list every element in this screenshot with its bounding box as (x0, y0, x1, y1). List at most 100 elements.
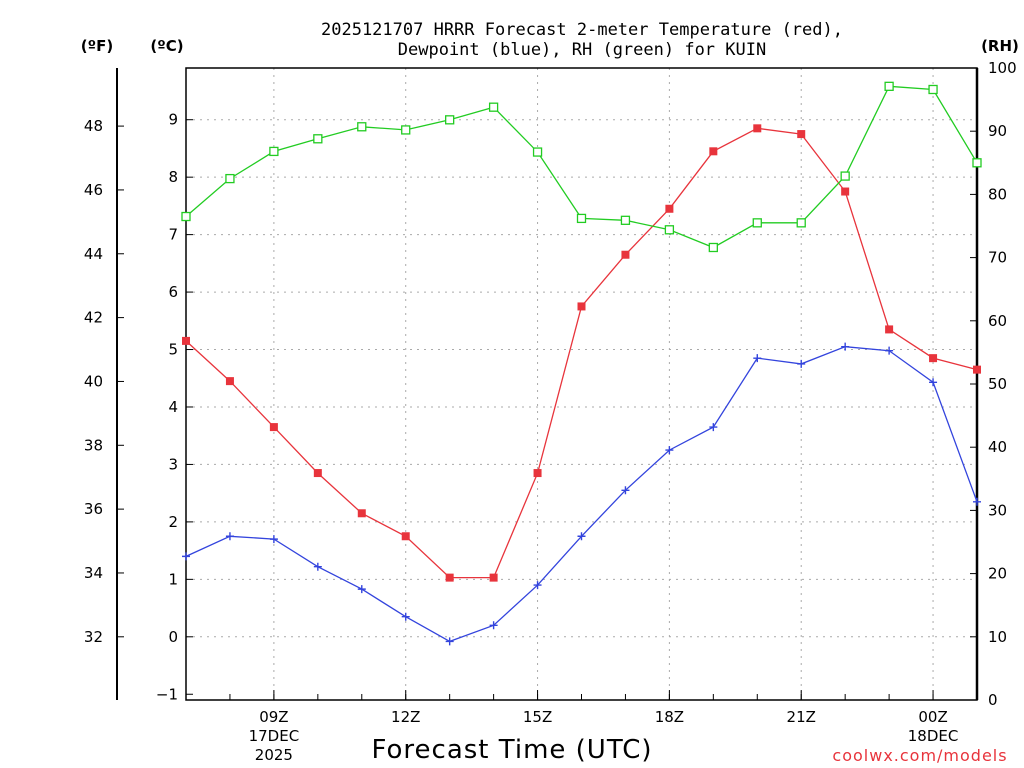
gridlines (186, 68, 977, 700)
celsius-tick-label: 7 (168, 226, 178, 244)
celsius-tick-label: 1 (168, 570, 178, 588)
x-tick-label: 18Z (655, 708, 684, 726)
temperature-point (885, 325, 894, 334)
celsius-tick-label: 2 (168, 513, 178, 531)
dewpoint-point (621, 486, 630, 495)
dewpoint-point (357, 585, 366, 594)
fahrenheit-unit-label: (ºF) (81, 37, 113, 55)
celsius-tick-label: 3 (168, 455, 178, 473)
rh-point (225, 173, 235, 184)
dewpoint-point (929, 378, 938, 387)
celsius-tick-label: 5 (168, 341, 178, 359)
x-axis-title: Forecast Time (UTC) (371, 735, 652, 765)
rh-point (752, 218, 762, 228)
rh-point (972, 158, 982, 168)
x-tick-date-label: 17DEC (249, 727, 300, 745)
fahrenheit-tick-label: 40 (84, 372, 103, 390)
fahrenheit-tick-label: 36 (84, 500, 103, 518)
celsius-unit-label: (ºC) (150, 37, 183, 55)
dewpoint-point (885, 346, 894, 355)
rh-tick-label: 70 (988, 249, 1007, 267)
chart-title-line2: Dewpoint (blue), RH (green) for KUIN (398, 40, 766, 60)
temperature-point (401, 532, 410, 541)
dewpoint-point (533, 581, 542, 590)
dewpoint-point (841, 342, 850, 351)
dewpoint-point (401, 612, 410, 621)
x-tick-date-label: 18DEC (908, 727, 959, 745)
dewpoint-point (489, 621, 498, 630)
fahrenheit-tick-label: 46 (84, 181, 103, 199)
temperature-point (357, 509, 366, 518)
temperature-point (269, 423, 278, 432)
x-tick-label: 09Z (259, 708, 288, 726)
fahrenheit-tick-label: 42 (84, 309, 103, 327)
dewpoint-point (225, 532, 234, 541)
rh-point (796, 218, 806, 228)
rh-unit-label: (RH) (981, 37, 1019, 55)
rh-point (708, 242, 718, 253)
rh-point (181, 211, 191, 222)
dewpoint-point (577, 532, 586, 541)
x-tick-year-label: 2025 (255, 746, 293, 764)
temperature-point (973, 365, 981, 374)
rh-point (401, 125, 411, 135)
dewpoint-line (185, 346, 978, 643)
rh-point (532, 147, 543, 157)
temperature-line (185, 127, 978, 579)
celsius-tick-label: 6 (168, 283, 178, 301)
celsius-tick-label: 4 (168, 398, 178, 416)
rh-point (576, 213, 587, 224)
rh-point (357, 122, 367, 132)
temperature-point (621, 250, 630, 259)
rh-point (884, 81, 894, 91)
rh-point (664, 225, 675, 235)
dewpoint-point (709, 423, 718, 432)
dewpoint-point (182, 552, 190, 561)
rh-tick-label: 10 (988, 628, 1007, 646)
temperature-point (489, 573, 498, 582)
rh-tick-label: 30 (988, 501, 1007, 519)
x-tick-label: 21Z (787, 708, 816, 726)
dewpoint-point (313, 562, 322, 571)
rh-point (313, 134, 323, 144)
rh-point (488, 102, 499, 112)
dewpoint-point (753, 354, 762, 363)
fahrenheit-tick-label: 34 (84, 564, 103, 582)
dewpoint-point (797, 359, 806, 368)
rh-tick-label: 100 (988, 59, 1017, 77)
temperature-point (533, 469, 542, 478)
celsius-tick-label: 8 (168, 168, 178, 186)
plot-frame (185, 67, 978, 701)
rh-point (840, 171, 850, 181)
celsius-tick-label: −1 (156, 685, 178, 703)
chart-title-line1: 2025121707 HRRR Forecast 2-meter Tempera… (321, 20, 843, 40)
rh-tick-label: 0 (988, 691, 998, 709)
dewpoint-point (665, 446, 674, 455)
dewpoint-point (269, 535, 278, 544)
celsius-tick-label: 9 (168, 111, 178, 129)
rh-point (928, 84, 938, 95)
temperature-point (797, 130, 806, 139)
x-tick-label: 12Z (391, 708, 420, 726)
temperature-point (445, 573, 454, 582)
temperature-point (577, 302, 586, 311)
dewpoint-point (973, 497, 981, 506)
fahrenheit-tick-label: 32 (84, 628, 103, 646)
rh-tick-label: 20 (988, 565, 1007, 583)
rh-tick-label: 60 (988, 312, 1007, 330)
fahrenheit-tick-label: 44 (84, 245, 103, 263)
rh-point (269, 146, 279, 157)
temperature-point (929, 354, 938, 363)
dewpoint-point (445, 637, 454, 646)
rh-point (620, 215, 631, 225)
data-series (181, 81, 982, 646)
rh-tick-label: 90 (988, 122, 1007, 140)
temperature-point (182, 336, 190, 345)
fahrenheit-tick-label: 48 (84, 117, 103, 135)
rh-point (445, 115, 455, 125)
temperature-point (313, 469, 322, 478)
axes: −101234567893234363840424446480102030405… (84, 59, 1017, 764)
rh-tick-label: 80 (988, 185, 1007, 203)
temperature-point (753, 124, 762, 133)
